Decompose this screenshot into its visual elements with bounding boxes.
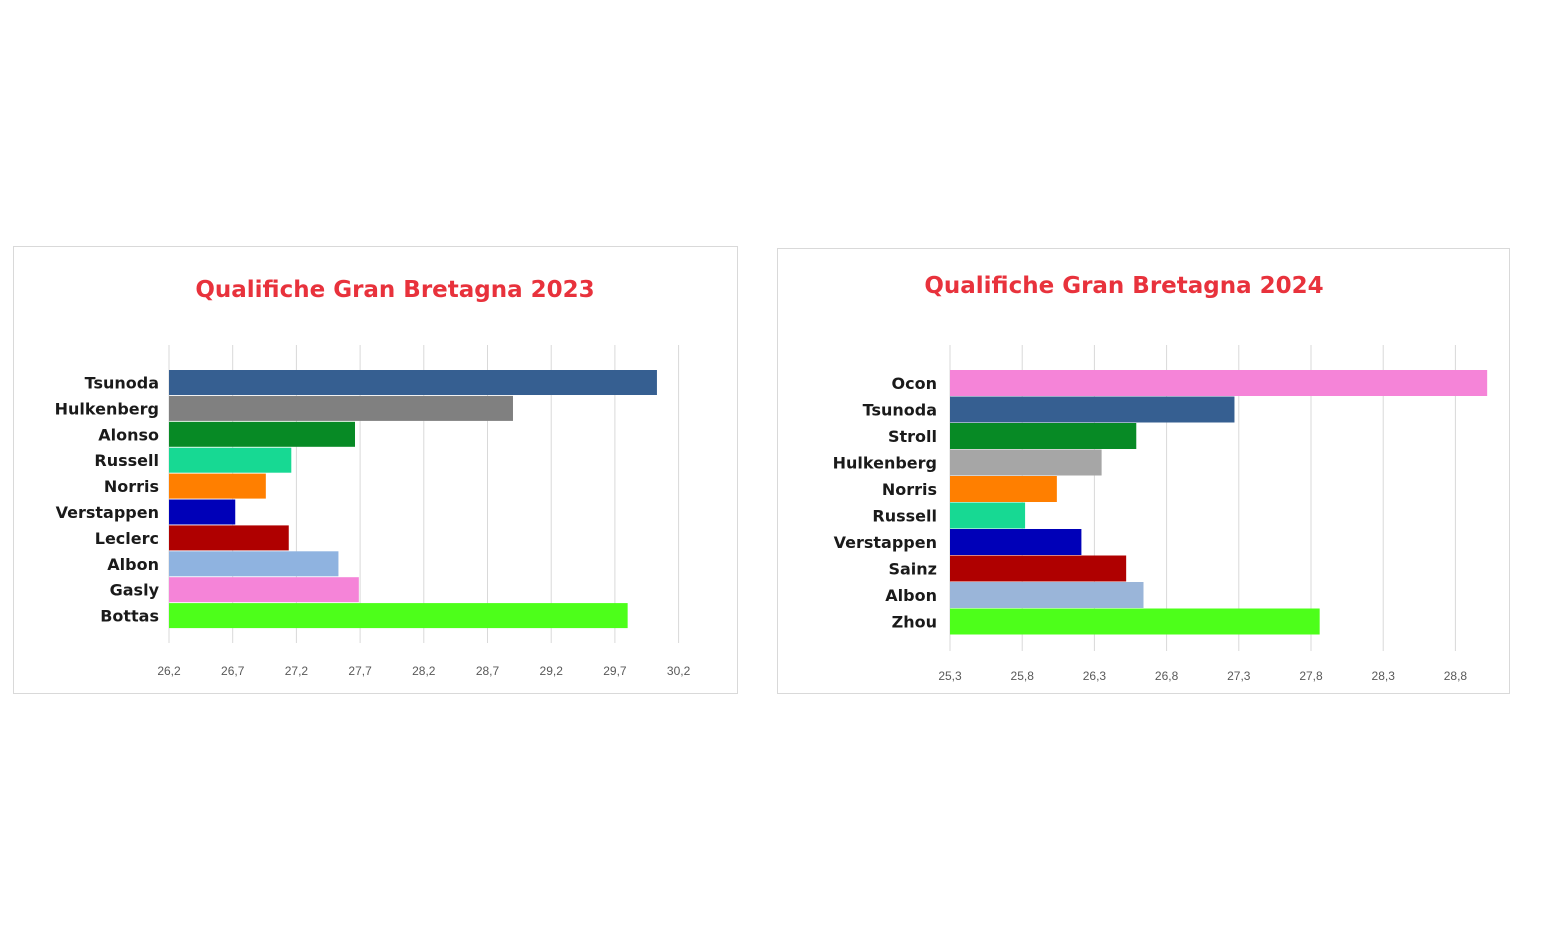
chart-2024: Qualifiche Gran Bretagna 2024 25,3 25,8 26,… xyxy=(833,273,1488,683)
x-tick-label: 28,8 xyxy=(1444,669,1468,683)
bar-sainz xyxy=(950,555,1127,582)
bar-verstappen xyxy=(169,499,236,525)
chart-title-2024: Qualifiche Gran Bretagna 2024 xyxy=(924,273,1323,299)
x-tick-label: 29,2 xyxy=(540,664,564,678)
x-tick-label: 26,7 xyxy=(221,664,245,678)
chart-2023: Qualifiche Gran Bretagna 2023 26,2 26,7 27,… xyxy=(55,277,691,678)
chart-panel-2023: Qualifiche Gran Bretagna 2023 26,2 26,7 27,… xyxy=(13,246,738,694)
category-label: Sainz xyxy=(888,560,937,579)
x-tick-label: 26,2 xyxy=(157,664,181,678)
category-label: Norris xyxy=(104,477,159,496)
category-label: Verstappen xyxy=(834,533,937,552)
x-tick-label: 25,3 xyxy=(938,669,962,683)
chart-title-2023: Qualifiche Gran Bretagna 2023 xyxy=(195,277,594,303)
bar-leclerc xyxy=(169,525,289,551)
category-label: Hulkenberg xyxy=(833,454,937,473)
bar-hulkenberg xyxy=(169,395,513,421)
bar-norris xyxy=(169,473,266,499)
bar-gasly xyxy=(169,577,359,603)
x-tick-label: 27,2 xyxy=(285,664,309,678)
category-label: Tsunoda xyxy=(85,374,159,393)
bar-russell xyxy=(169,447,292,473)
bar-albon xyxy=(950,582,1144,608)
x-tick-label: 25,8 xyxy=(1011,669,1035,683)
bar-ocon xyxy=(950,370,1488,396)
category-label: Russell xyxy=(94,451,159,470)
category-label: Tsunoda xyxy=(863,401,937,420)
category-label: Leclerc xyxy=(95,529,159,548)
bar-norris xyxy=(950,476,1057,502)
bar-russell xyxy=(950,502,1026,529)
bar-stroll xyxy=(950,423,1137,449)
bar-albon xyxy=(169,551,339,577)
category-label: Stroll xyxy=(888,427,937,446)
x-tick-label: 29,7 xyxy=(603,664,627,678)
category-label: Gasly xyxy=(110,581,160,600)
bar-tsunoda xyxy=(169,370,657,395)
category-label: Zhou xyxy=(892,613,937,632)
x-tick-label: 28,2 xyxy=(412,664,436,678)
chart-panel-2024: Qualifiche Gran Bretagna 2024 25,3 25,8 26,… xyxy=(777,248,1510,694)
category-label: Albon xyxy=(107,555,159,574)
bar-alonso xyxy=(169,421,356,447)
x-tick-label: 30,2 xyxy=(667,664,691,678)
x-tick-label: 27,7 xyxy=(348,664,372,678)
x-tick-label: 26,8 xyxy=(1155,669,1179,683)
x-tick-label: 28,7 xyxy=(476,664,500,678)
x-tick-label: 27,8 xyxy=(1299,669,1323,683)
category-label: Albon xyxy=(885,586,937,605)
x-tick-label: 28,3 xyxy=(1372,669,1396,683)
category-label: Russell xyxy=(872,507,937,526)
category-label: Alonso xyxy=(98,425,159,444)
category-label: Verstappen xyxy=(56,503,159,522)
category-label: Bottas xyxy=(100,607,159,626)
category-label: Hulkenberg xyxy=(55,399,159,418)
category-label: Norris xyxy=(882,480,937,499)
x-tick-label: 26,3 xyxy=(1083,669,1107,683)
category-label: Ocon xyxy=(892,374,937,393)
bar-verstappen xyxy=(950,529,1082,555)
x-tick-label: 27,3 xyxy=(1227,669,1251,683)
bar-tsunoda xyxy=(950,396,1235,423)
bar-bottas xyxy=(169,603,628,629)
bar-zhou xyxy=(950,608,1320,635)
bar-hulkenberg xyxy=(950,449,1102,476)
